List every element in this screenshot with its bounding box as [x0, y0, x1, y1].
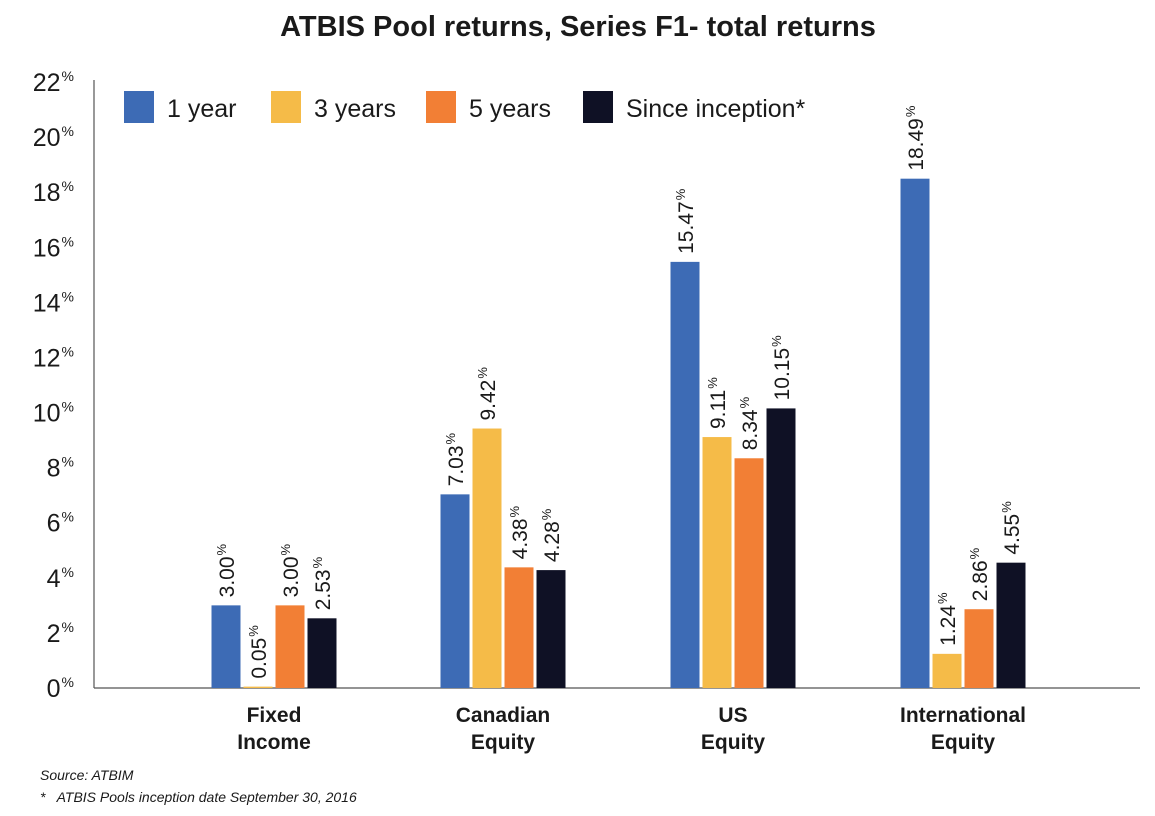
bar [900, 178, 930, 688]
bar-value-label: 2.86% [967, 547, 992, 601]
x-category-label: Fixed Income [237, 704, 311, 754]
x-category-label: International Equity [900, 704, 1026, 754]
legend-label: 1 year [167, 95, 236, 123]
bar-value-label: 4.28% [539, 508, 564, 562]
bar [472, 428, 502, 688]
bar-value-label: 8.34% [737, 396, 762, 450]
bar-value-label: 10.15% [769, 335, 794, 401]
legend-swatch [124, 91, 154, 123]
legend-label: 5 years [469, 95, 551, 123]
bar-value-label: 15.47% [673, 188, 698, 254]
y-tick-label: 6% [47, 509, 74, 538]
y-tick-label: 14% [33, 288, 74, 317]
x-category-label: Canadian Equity [456, 704, 551, 754]
bar [670, 261, 700, 688]
y-tick-label: 0% [47, 674, 74, 703]
source-note: Source: ATBIM [40, 767, 134, 783]
bar-value-label: 18.49% [903, 105, 928, 171]
y-tick-label: 8% [47, 454, 74, 483]
y-tick-label: 12% [33, 343, 74, 372]
bar-value-label: 4.38% [507, 505, 532, 559]
bars [211, 178, 1026, 688]
legend-label: Since inception* [626, 95, 806, 123]
bar [275, 605, 305, 688]
bar [702, 437, 732, 688]
y-tick-label: 18% [33, 178, 74, 207]
bar-value-label: 9.42% [475, 367, 500, 421]
bar-value-label: 1.24% [935, 592, 960, 646]
bar [504, 567, 534, 688]
legend-swatch [271, 91, 301, 123]
bar [932, 653, 962, 688]
bar-value-label: 3.00% [278, 543, 303, 597]
y-tick-label: 10% [33, 399, 74, 428]
bar [440, 494, 470, 688]
y-tick-label: 20% [33, 123, 74, 152]
legend-swatch [583, 91, 613, 123]
inception-footnote: * ATBIS Pools inception date September 3… [40, 789, 357, 805]
bar [536, 570, 566, 688]
y-tick-label: 2% [47, 619, 74, 648]
bar [243, 686, 273, 688]
chart-title: ATBIS Pool returns, Series F1- total ret… [280, 11, 876, 43]
bar [996, 562, 1026, 688]
bar-value-label: 9.11% [705, 377, 730, 429]
bar [734, 458, 764, 688]
legend-swatch [426, 91, 456, 123]
legend: 1 year 3 years 5 years Since inception* [124, 91, 806, 123]
bar-value-label: 2.53% [310, 556, 335, 610]
bar-value-label: 3.00% [214, 543, 239, 597]
y-tick-label: 22% [33, 68, 74, 97]
bar [307, 618, 337, 688]
x-category-label: US Equity [701, 704, 765, 754]
bar [766, 408, 796, 688]
bar-value-label: 7.03% [443, 432, 468, 486]
bar-value-label: 4.55% [999, 501, 1024, 555]
y-tick-label: 16% [33, 233, 74, 262]
legend-label: 3 years [314, 95, 396, 123]
bar-value-label: 0.05% [246, 625, 271, 679]
bar [964, 609, 994, 688]
bar [211, 605, 241, 688]
y-tick-label: 4% [47, 564, 74, 593]
